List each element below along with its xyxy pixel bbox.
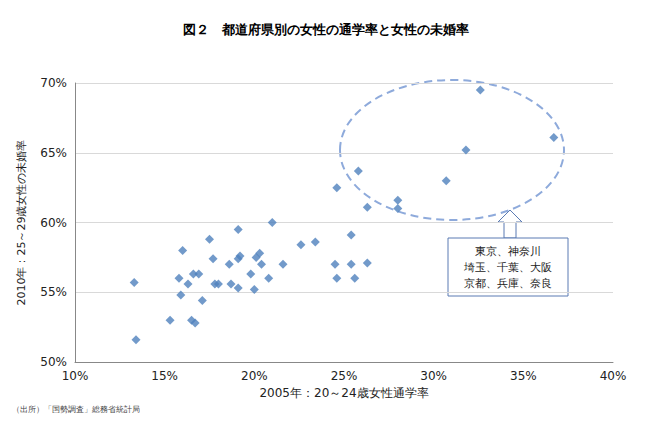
svg-text:15%: 15% — [151, 369, 178, 383]
svg-text:京都、兵庫、奈良: 京都、兵庫、奈良 — [464, 277, 552, 290]
svg-text:10%: 10% — [62, 369, 89, 383]
svg-text:埼玉、千葉、大阪: 埼玉、千葉、大阪 — [463, 261, 552, 274]
svg-text:65%: 65% — [40, 146, 67, 160]
svg-text:図２ 都道府県別の女性の通学率と女性の未婚率: 図２ 都道府県別の女性の通学率と女性の未婚率 — [183, 22, 469, 37]
svg-text:50%: 50% — [40, 355, 67, 369]
svg-text:30%: 30% — [420, 369, 447, 383]
svg-text:35%: 35% — [510, 369, 537, 383]
svg-text:55%: 55% — [40, 285, 67, 299]
svg-text:2010年：25～29歳女性の未婚率: 2010年：25～29歳女性の未婚率 — [15, 140, 28, 306]
svg-text:60%: 60% — [40, 216, 67, 230]
svg-text:東京、神奈川: 東京、神奈川 — [475, 245, 541, 258]
svg-text:25%: 25% — [331, 369, 358, 383]
svg-text:20%: 20% — [241, 369, 268, 383]
svg-text:2005年：20～24歳女性通学率: 2005年：20～24歳女性通学率 — [259, 386, 428, 400]
svg-text:（出所）「国勢調査」総務省統計局: （出所）「国勢調査」総務省統計局 — [12, 405, 140, 414]
svg-text:70%: 70% — [40, 76, 67, 90]
svg-text:40%: 40% — [600, 369, 627, 383]
